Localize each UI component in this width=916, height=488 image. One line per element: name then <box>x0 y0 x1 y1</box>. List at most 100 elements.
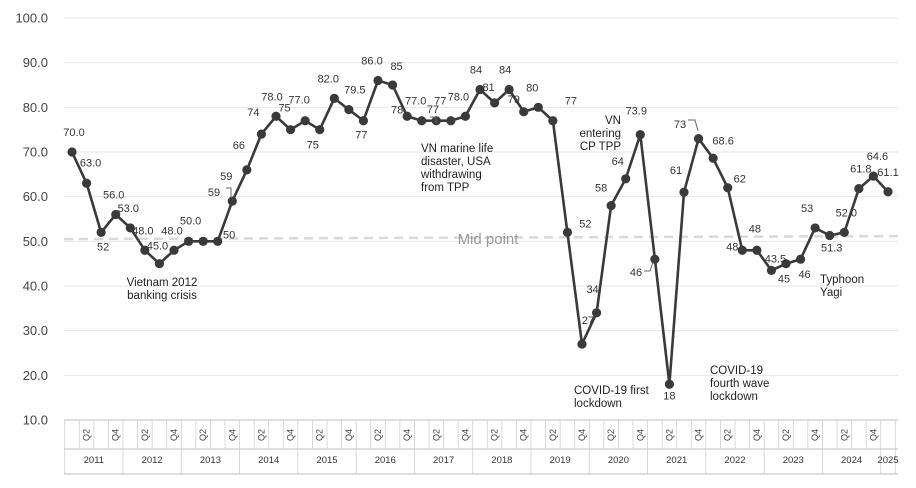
y-tick-label: 40.0 <box>23 279 48 294</box>
data-label: 84 <box>470 64 482 76</box>
quarter-tick-label: Q4 <box>519 429 529 441</box>
data-point <box>868 171 879 181</box>
data-label: 50.0 <box>180 215 201 227</box>
data-label: 73.9 <box>626 106 647 118</box>
data-label: 73 <box>674 119 686 131</box>
data-label: 75 <box>278 103 290 115</box>
data-label: 61.8 <box>850 164 871 176</box>
data-point <box>621 174 631 184</box>
y-tick-label: 100.0 <box>15 11 48 26</box>
annotation-line: VN <box>605 115 621 127</box>
data-label: 79 <box>508 94 520 106</box>
year-label: 2023 <box>783 455 804 466</box>
data-label: 84 <box>499 64 511 76</box>
annotation-line: COVID-19 <box>710 365 763 377</box>
label-leader <box>644 261 654 272</box>
annotation: VN marine life disaster, USA withdrawing fr… <box>420 143 493 194</box>
data-label: 77 <box>434 96 446 108</box>
data-point <box>256 129 267 139</box>
data-point <box>489 98 500 108</box>
annotation: COVID-19 fourth wave lockdown <box>710 365 769 403</box>
quarter-tick-label: Q4 <box>111 429 121 441</box>
data-label: 48.0 <box>161 225 182 237</box>
data-label: 43.5 <box>765 253 786 265</box>
quarter-tick-label: Q4 <box>635 429 645 441</box>
annotation-line: banking crisis <box>127 290 197 302</box>
data-point <box>460 111 471 121</box>
quarter-tick-label: Q4 <box>169 429 179 441</box>
data-point <box>693 134 704 144</box>
data-label: 77 <box>565 96 577 108</box>
data-label: 68.6 <box>712 135 733 147</box>
quarter-tick-label: Q4 <box>577 429 587 441</box>
annotation: Typhoon Yagi <box>820 274 864 299</box>
year-label: 2019 <box>550 455 571 466</box>
data-point <box>825 230 835 241</box>
quarter-tick-label: Q4 <box>810 429 820 441</box>
data-label: 58 <box>595 183 607 195</box>
data-label: 34 <box>586 284 598 296</box>
annotations: Vietnam 2012 banking crisis VN marine life… <box>127 115 865 410</box>
annotation-line: Yagi <box>820 287 842 299</box>
quarter-tick-label: Q2 <box>373 429 383 441</box>
data-label: 77 <box>427 104 439 116</box>
data-point <box>213 236 223 246</box>
data-point <box>198 236 208 246</box>
data-point <box>795 254 806 264</box>
data-point <box>562 227 573 237</box>
quarter-tick-label: Q4 <box>694 429 704 441</box>
data-point <box>650 254 660 264</box>
data-point <box>708 153 718 163</box>
data-label: 82.0 <box>318 73 339 85</box>
quarter-tick-label: Q4 <box>344 429 354 441</box>
data-label: 66 <box>233 140 245 152</box>
data-point <box>111 209 121 220</box>
gridlines <box>64 17 898 421</box>
data-label: 64 <box>612 156 624 168</box>
year-label: 2014 <box>258 455 279 466</box>
data-point <box>591 308 602 318</box>
data-point <box>752 245 762 255</box>
quarter-tick-label: Q2 <box>664 429 674 441</box>
quarter-tick-label: Q2 <box>606 429 616 441</box>
data-label: 48.0 <box>132 225 153 237</box>
quarter-tick-label: Q2 <box>256 429 266 441</box>
quarter-tick-label: Q4 <box>460 429 470 441</box>
data-point <box>402 111 412 121</box>
data-point <box>358 116 369 126</box>
quarter-tick-label: Q4 <box>402 429 412 441</box>
data-label: 61 <box>670 165 682 177</box>
data-label: 52 <box>579 218 591 230</box>
data-point <box>519 107 529 117</box>
y-tick-label: 20.0 <box>23 368 48 383</box>
data-points <box>67 75 893 389</box>
data-point <box>723 183 733 193</box>
annotation-line: from TPP <box>421 182 470 194</box>
data-point <box>285 125 296 135</box>
quarter-tick-label: Q2 <box>431 429 441 441</box>
data-label: 59 <box>208 187 220 199</box>
year-label: 2025 <box>877 455 898 466</box>
y-tick-label: 70.0 <box>23 145 48 160</box>
data-point <box>810 223 820 233</box>
data-point <box>475 84 485 95</box>
data-label: 77.0 <box>288 95 309 107</box>
data-label: 70.0 <box>63 127 84 139</box>
data-point <box>315 125 325 135</box>
data-point <box>504 84 514 95</box>
annotation-line: fourth wave <box>710 378 769 390</box>
quarter-tick-label: Q2 <box>198 429 208 441</box>
annotation-line: Vietnam 2012 <box>127 277 198 289</box>
data-point <box>271 111 281 121</box>
data-point <box>67 147 77 157</box>
data-point <box>635 129 645 140</box>
year-label: 2015 <box>316 455 337 466</box>
data-label: 45 <box>778 274 790 286</box>
data-label: 18 <box>663 390 675 402</box>
annotation: COVID-19 first lockdown <box>574 385 650 410</box>
data-point <box>96 227 106 237</box>
data-label: 45.0 <box>147 241 168 253</box>
annotation-line: Typhoon <box>820 274 864 286</box>
data-point <box>577 339 587 349</box>
data-point <box>329 93 339 103</box>
